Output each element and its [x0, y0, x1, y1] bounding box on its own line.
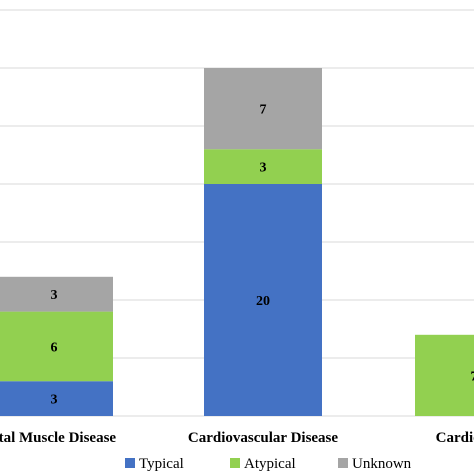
data-label-atypical-3: 7: [471, 369, 474, 384]
legend: Typical Atypical Unknown: [125, 456, 412, 472]
bar-atypical-3: [415, 334, 474, 416]
legend-label-atypical: Atypical: [244, 456, 296, 472]
legend-label-unknown: Unknown: [352, 456, 412, 472]
bar-atypical-2: [204, 149, 322, 184]
category-label-1: etal Muscle Disease: [0, 430, 116, 446]
data-label-unknown-1: 3: [51, 288, 58, 303]
category-label-2: Cardiovascular Disease: [188, 430, 338, 446]
data-label-atypical-2: 3: [260, 161, 267, 176]
data-label-typical-2: 20: [256, 294, 270, 309]
legend-swatch-typical: [125, 458, 135, 468]
data-label-atypical-1: 6: [51, 340, 58, 355]
legend-label-typical: Typical: [139, 456, 184, 472]
data-label-typical-1: 3: [51, 393, 58, 408]
bar-unknown-2: [204, 68, 322, 150]
bar-atypical-1: [0, 311, 113, 382]
data-label-unknown-2: 7: [260, 103, 267, 118]
legend-swatch-unknown: [338, 458, 348, 468]
bar-typical-1: [0, 381, 113, 416]
category-label-3: Cardioskele: [436, 430, 474, 446]
x-axis: etal Muscle Disease Cardiovascular Diseas…: [0, 430, 474, 446]
bar-unknown-1: [0, 276, 113, 312]
bar-typical-2: [204, 184, 322, 416]
legend-swatch-atypical: [230, 458, 240, 468]
